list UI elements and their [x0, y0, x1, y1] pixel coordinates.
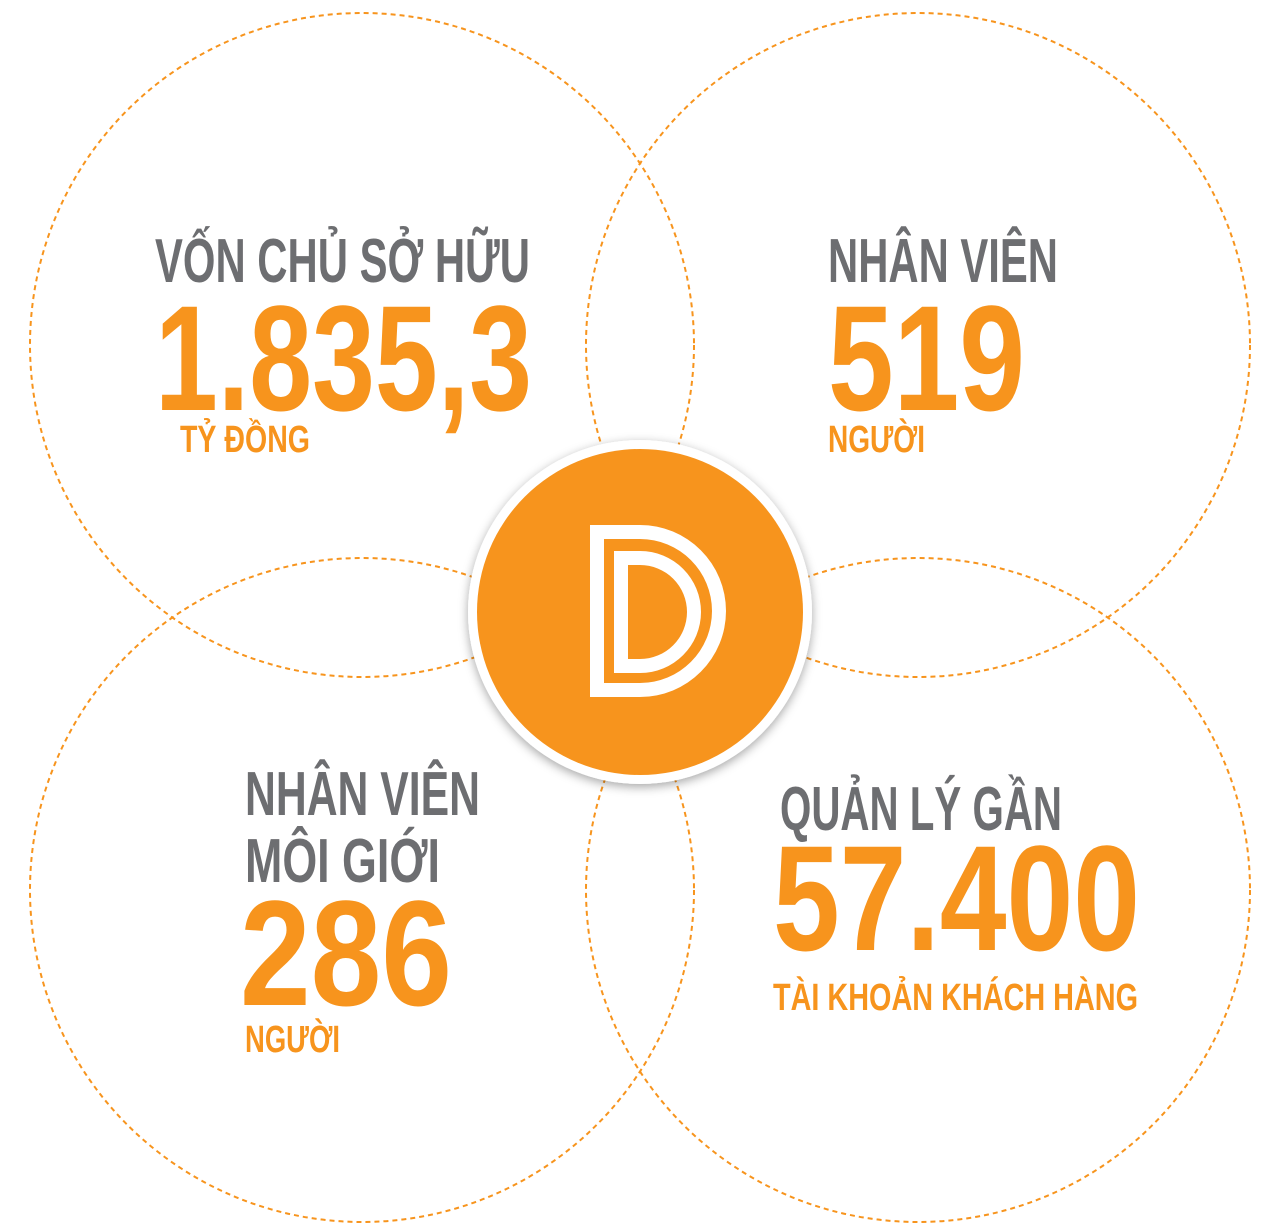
ring [585, 12, 1251, 678]
stat-unit: NGƯỜI [245, 1017, 340, 1061]
ring [29, 557, 695, 1223]
ring [29, 12, 695, 678]
stat-value: 519 [828, 274, 1025, 442]
stat-unit: TÀI KHOẢN KHÁCH HÀNG [773, 975, 1138, 1019]
stat-value: 1.835,3 [155, 274, 532, 442]
stat-label: VỐN CHỦ SỞ HỮU [155, 227, 530, 296]
rings [29, 12, 1251, 1223]
stat-equity: VỐN CHỦ SỞ HỮU 1.835,3 TỶ ĐỒNG [155, 227, 532, 461]
stat-label: NHÂN VIÊN [828, 227, 1058, 296]
logo-inner [614, 551, 701, 673]
stat-unit: NGƯỜI [828, 417, 925, 461]
ring [585, 557, 1251, 1223]
stat-label: NHÂN VIÊN [245, 760, 480, 829]
stat-value: 57.400 [773, 814, 1140, 982]
stat-brokers: NHÂN VIÊN MÔI GIỚI 286 NGƯỜI [240, 760, 480, 1061]
stat-label: MÔI GIỚI [245, 827, 440, 896]
stat-accounts: QUẢN LÝ GẦN 57.400 TÀI KHOẢN KHÁCH HÀNG [773, 775, 1140, 1019]
stat-staff: NHÂN VIÊN 519 NGƯỜI [828, 227, 1058, 461]
logo-disc [477, 449, 803, 775]
logo-outer [590, 525, 726, 697]
logo [468, 440, 812, 784]
stat-unit: TỶ ĐỒNG [180, 417, 310, 461]
stat-label: QUẢN LÝ GẦN [780, 775, 1062, 844]
stat-value: 286 [240, 869, 452, 1037]
